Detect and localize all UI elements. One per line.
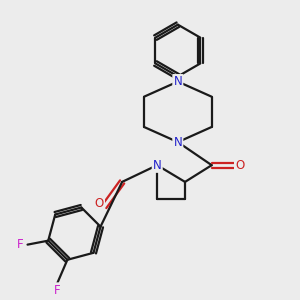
Text: F: F [17, 238, 24, 251]
Text: F: F [54, 284, 61, 296]
Text: N: N [173, 136, 182, 148]
Text: N: N [173, 75, 182, 88]
Text: N: N [153, 159, 161, 172]
Text: N: N [173, 75, 182, 88]
Text: N: N [153, 159, 161, 172]
Text: F: F [17, 238, 24, 251]
Text: O: O [235, 159, 244, 172]
Text: F: F [54, 284, 61, 296]
Text: N: N [173, 136, 182, 148]
Text: O: O [95, 197, 104, 210]
Text: O: O [95, 197, 104, 210]
Text: O: O [235, 159, 244, 172]
